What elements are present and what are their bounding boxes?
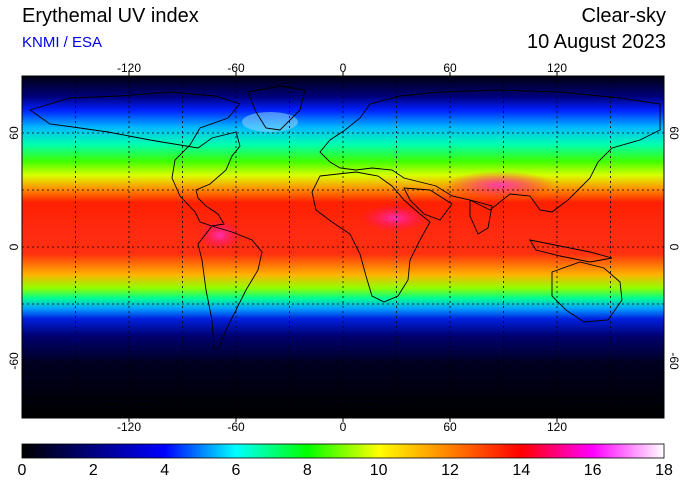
right-lat-labels: 60 0 -60 bbox=[667, 126, 681, 370]
coast-australia bbox=[551, 261, 623, 323]
coast-north-america bbox=[28, 91, 241, 227]
lat-tick-left: -60 bbox=[7, 352, 21, 370]
lon-tick-top: 120 bbox=[547, 61, 567, 75]
lon-tick-bottom: -120 bbox=[117, 420, 141, 434]
lon-tick-bottom: -60 bbox=[227, 420, 245, 434]
frame-ticks bbox=[128, 72, 558, 422]
colorbar-label: 18 bbox=[655, 462, 673, 479]
graticule bbox=[22, 76, 664, 418]
lon-tick-bottom: 0 bbox=[340, 420, 347, 434]
coast-india bbox=[469, 199, 493, 235]
left-lat-labels: 60 0 -60 bbox=[7, 126, 21, 370]
coastlines bbox=[21, 85, 665, 409]
colorbar-label: 4 bbox=[160, 462, 170, 479]
lat-tick-left: 60 bbox=[7, 126, 21, 140]
coast-africa bbox=[311, 171, 431, 303]
coast-eurasia bbox=[319, 89, 661, 213]
date-label: 10 August 2023 bbox=[526, 31, 666, 53]
greenland-ice bbox=[242, 112, 298, 132]
colorbar-bar bbox=[21, 443, 665, 459]
map-area bbox=[21, 72, 665, 422]
lon-tick-top: 0 bbox=[340, 61, 347, 75]
colorbar-label: 6 bbox=[231, 462, 241, 479]
colorbar-label: 14 bbox=[512, 462, 531, 479]
uv-hotspot-tibet bbox=[445, 171, 555, 199]
coast-arabia bbox=[403, 187, 453, 221]
lon-tick-top: 60 bbox=[443, 61, 457, 75]
bottom-lon-labels: -120 -60 0 60 120 bbox=[117, 420, 567, 434]
coast-antarctica bbox=[21, 401, 665, 409]
coast-greenland bbox=[247, 85, 306, 131]
colorbar-label: 0 bbox=[17, 462, 27, 479]
lon-tick-bottom: 60 bbox=[443, 420, 457, 434]
top-lon-labels: -120 -60 0 60 120 bbox=[117, 61, 567, 75]
colorbar-label: 12 bbox=[441, 462, 459, 479]
lon-tick-top: -60 bbox=[227, 61, 245, 75]
lat-tick-right: 0 bbox=[667, 244, 681, 251]
lat-tick-right: -60 bbox=[667, 352, 681, 370]
coast-south-america bbox=[197, 225, 263, 351]
uv-hotspot-andes bbox=[198, 219, 242, 251]
sky-mode-label: Clear-sky bbox=[581, 5, 666, 27]
lon-tick-bottom: 120 bbox=[547, 420, 567, 434]
credit-label: KNMI / ESA bbox=[22, 34, 103, 51]
colorbar-label: 16 bbox=[583, 462, 602, 479]
map-title: Erythemal UV index bbox=[22, 5, 199, 27]
lon-tick-top: -120 bbox=[117, 61, 141, 75]
colorbar bbox=[21, 443, 665, 459]
colorbar-label: 10 bbox=[369, 462, 388, 479]
uv-hotspot-africa bbox=[360, 204, 430, 232]
lat-tick-right: 60 bbox=[667, 126, 681, 140]
lat-tick-left: 0 bbox=[7, 243, 21, 250]
colorbar-label: 2 bbox=[88, 462, 98, 479]
colorbar-label: 8 bbox=[302, 462, 312, 479]
coast-indonesia bbox=[529, 239, 613, 263]
